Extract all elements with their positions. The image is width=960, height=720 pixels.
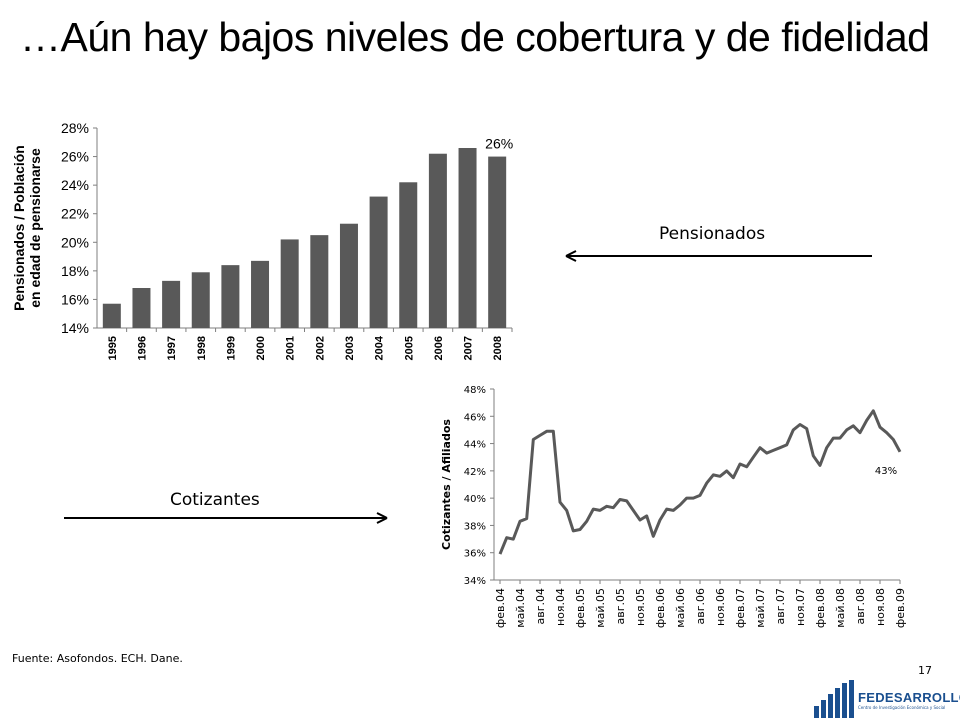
- bar-chart: 14% 16% 18% 20% 22% 24% 26% 28% 1995 1996 1997 1998…: [11, 120, 513, 360]
- line-y-tick-label: 44%: [464, 440, 486, 451]
- bar: [339, 223, 358, 328]
- bar: [428, 153, 447, 328]
- bar: [221, 265, 240, 328]
- bar-annotation: 26%: [485, 136, 513, 152]
- bar-x-tick-label: 1996: [136, 336, 148, 360]
- line-y-tick-label: 48%: [464, 385, 486, 396]
- line-y-tick-label: 46%: [464, 412, 486, 423]
- bar-y-tick-label: 24%: [61, 177, 89, 193]
- bar-y-tick-label: 26%: [61, 149, 89, 165]
- line-x-tick-label: авг.05: [614, 588, 627, 625]
- bar-x-tick-label: 2006: [433, 336, 445, 360]
- bar: [280, 239, 299, 328]
- cotizantes-label: Cotizantes: [170, 490, 260, 510]
- line-x-tick-label: ноя.07: [794, 588, 807, 626]
- line-x-tick-label: ноя.05: [634, 588, 647, 626]
- line-x-tick-label: ноя.06: [714, 588, 727, 626]
- logo-name: FEDESARROLLO: [858, 690, 960, 705]
- bar-y-axis-title: Pensionados / Poblaciónen edad de pensio…: [11, 145, 43, 311]
- bar-x-tick-label: 1998: [196, 336, 208, 360]
- bar: [132, 288, 151, 328]
- line-annotation: 43%: [875, 466, 897, 477]
- line-y-tick-label: 40%: [464, 494, 486, 505]
- fedesarrollo-logo: FEDESARROLLO Centro de Investigación Eco…: [812, 680, 960, 718]
- line-x-tick-label: авг.07: [774, 588, 787, 625]
- cotizantes-arrow: [64, 512, 388, 524]
- logo-tagline: Centro de Investigación Económica y Soci…: [858, 705, 946, 710]
- line-x-tick-label: фев.09: [894, 588, 907, 628]
- pensionados-arrow: [565, 250, 872, 262]
- page-number: 17: [918, 664, 932, 677]
- bar: [191, 272, 210, 328]
- line-x-tick-label: май.06: [674, 588, 687, 628]
- line-series: [498, 409, 902, 555]
- bar-y-tick-label: 28%: [61, 120, 89, 136]
- bar-y-axis-title-line: en edad de pensionarse: [27, 148, 43, 308]
- bar-y-axis-title-line: Pensionados / Población: [11, 145, 27, 311]
- bar: [102, 303, 121, 328]
- bar-x-tick-label: 2005: [403, 336, 415, 360]
- bar: [251, 260, 270, 328]
- bar: [458, 148, 477, 328]
- line-x-tick-label: фев.05: [574, 588, 587, 628]
- line-y-tick-label: 36%: [464, 549, 486, 560]
- line-x-tick-label: май.04: [514, 588, 527, 628]
- bar: [310, 235, 329, 328]
- line-x-tick-label: май.08: [834, 588, 847, 628]
- line-y-axis-title: Cotizantes / Afiliados: [440, 419, 453, 550]
- source-note: Fuente: Asofondos. ECH. Dane.: [12, 652, 183, 665]
- pensionados-label: Pensionados: [659, 224, 766, 244]
- bar-y-tick-label: 14%: [61, 320, 89, 336]
- bar-x-tick-label: 1999: [225, 336, 237, 360]
- bar: [162, 280, 181, 328]
- line-x-tick-label: май.07: [754, 588, 767, 628]
- bar-x-tick-label: 1997: [166, 336, 178, 360]
- line-x-tick-label: авг.08: [854, 588, 867, 625]
- line-chart: 34% 36% 38% 40% 42% 44% 46% 48% фев.04 май.04 авг.…: [440, 385, 907, 628]
- bar: [488, 156, 507, 328]
- bar-x-tick-label: 2002: [314, 336, 326, 360]
- bar-x-tick-label: 2007: [463, 336, 475, 360]
- line-x-tick-label: авг.04: [534, 588, 547, 625]
- bar: [369, 196, 388, 328]
- bar-x-tick-label: 1995: [107, 336, 119, 360]
- line-x-tick-label: авг.06: [694, 588, 707, 625]
- line-y-tick-label: 38%: [464, 521, 486, 532]
- bar-y-tick-label: 22%: [61, 206, 89, 222]
- bar-x-tick-label: 2000: [255, 336, 267, 360]
- bar-x-tick-label: 2004: [374, 335, 386, 360]
- line-x-tick-label: фев.06: [654, 588, 667, 628]
- line-x-tick-label: ноя.04: [554, 588, 567, 626]
- line-x-tick-label: фев.04: [494, 588, 507, 628]
- bar-y-tick-label: 16%: [61, 291, 89, 307]
- bar-y-tick-label: 18%: [61, 263, 89, 279]
- logo-bars-icon: [814, 680, 854, 718]
- line-x-tick-label: фев.08: [814, 588, 827, 628]
- line-x-tick-label: ноя.08: [874, 588, 887, 626]
- bar-x-tick-label: 2008: [492, 336, 504, 360]
- line-y-tick-label: 42%: [464, 467, 486, 478]
- bar: [399, 182, 418, 328]
- line-y-tick-label: 34%: [464, 576, 486, 587]
- slide-title: …Aún hay bajos niveles de cobertura y de…: [20, 14, 930, 60]
- line-x-tick-label: фев.07: [734, 588, 747, 628]
- bar-x-tick-label: 2001: [285, 336, 297, 360]
- bar-x-tick-label: 2003: [344, 336, 356, 360]
- line-x-tick-label: май.05: [594, 588, 607, 628]
- bar-y-tick-label: 20%: [61, 234, 89, 250]
